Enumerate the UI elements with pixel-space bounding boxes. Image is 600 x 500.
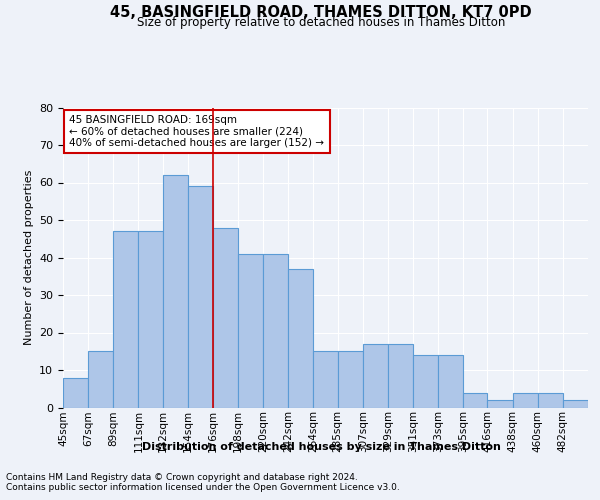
Bar: [438, 355, 463, 408]
Text: Contains HM Land Registry data © Crown copyright and database right 2024.: Contains HM Land Registry data © Crown c…: [6, 472, 358, 482]
Bar: [213, 228, 238, 408]
Bar: [238, 254, 263, 408]
Bar: [338, 351, 362, 408]
Bar: [512, 392, 538, 407]
Bar: [362, 344, 388, 408]
Bar: [113, 231, 139, 408]
Bar: [413, 355, 438, 408]
Text: 45, BASINGFIELD ROAD, THAMES DITTON, KT7 0PD: 45, BASINGFIELD ROAD, THAMES DITTON, KT7…: [110, 5, 532, 20]
Bar: [289, 269, 313, 407]
Bar: [263, 254, 289, 408]
Bar: [139, 231, 163, 408]
Bar: [487, 400, 512, 407]
Text: Distribution of detached houses by size in Thames Ditton: Distribution of detached houses by size …: [142, 442, 500, 452]
Bar: [563, 400, 588, 407]
Bar: [63, 378, 88, 408]
Bar: [88, 351, 113, 408]
Text: Size of property relative to detached houses in Thames Ditton: Size of property relative to detached ho…: [137, 16, 505, 29]
Bar: [163, 175, 188, 408]
Bar: [463, 392, 487, 407]
Text: 45 BASINGFIELD ROAD: 169sqm
← 60% of detached houses are smaller (224)
40% of se: 45 BASINGFIELD ROAD: 169sqm ← 60% of det…: [70, 115, 325, 148]
Y-axis label: Number of detached properties: Number of detached properties: [23, 170, 34, 345]
Bar: [188, 186, 213, 408]
Bar: [538, 392, 563, 407]
Bar: [388, 344, 413, 408]
Bar: [313, 351, 338, 408]
Text: Contains public sector information licensed under the Open Government Licence v3: Contains public sector information licen…: [6, 484, 400, 492]
